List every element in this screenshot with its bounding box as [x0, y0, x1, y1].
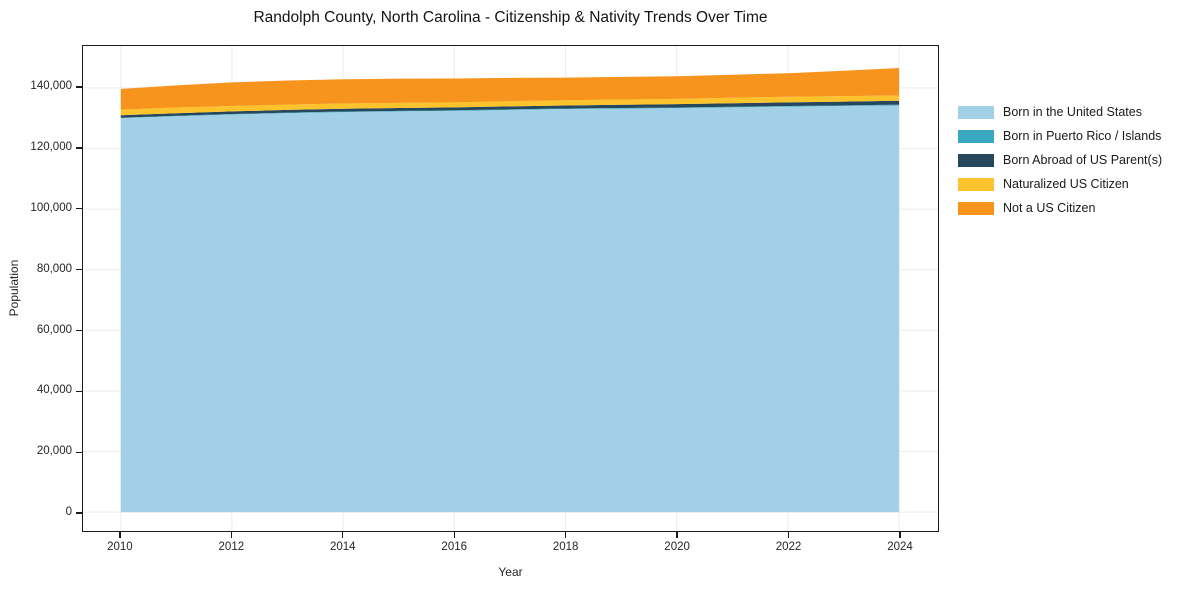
legend-swatch-icon [958, 105, 994, 119]
x-tick-mark [676, 532, 678, 538]
x-tick-label: 2014 [329, 541, 356, 553]
y-tick-mark [76, 147, 82, 149]
legend-item-3: Naturalized US Citizen [958, 172, 1162, 196]
legend-swatch-icon [958, 129, 994, 143]
legend-label: Not a US Citizen [1003, 201, 1096, 215]
x-tick-label: 2012 [218, 541, 245, 553]
y-tick-mark [76, 268, 82, 271]
y-tick-mark [76, 208, 82, 210]
legend-label: Born in the United States [1003, 105, 1142, 119]
x-tick-label: 2010 [107, 541, 133, 553]
y-tick-mark [76, 329, 82, 332]
x-tick-label: 2016 [441, 541, 468, 553]
legend-item-4: Not a US Citizen [958, 196, 1162, 220]
x-axis-label: Year [498, 565, 523, 579]
legend-swatch-icon [958, 153, 994, 167]
y-tick-label: 40,000 [36, 384, 72, 397]
x-tick-label: 2022 [775, 541, 802, 553]
y-tick-label: 80,000 [36, 262, 72, 275]
legend-label: Born Abroad of US Parent(s) [1003, 153, 1163, 167]
y-tick-mark [76, 512, 82, 514]
stacked-area-chart [83, 46, 938, 531]
y-tick-label: 60,000 [36, 323, 72, 336]
x-tick-mark [899, 532, 901, 538]
y-tick-label: 100,000 [30, 201, 72, 214]
y-tick-label: 20,000 [36, 445, 72, 458]
x-tick-label: 2020 [664, 541, 690, 553]
x-tick-mark [342, 532, 344, 538]
y-tick-label: 0 [65, 506, 72, 519]
x-tick-mark [230, 532, 233, 538]
legend-item-0: Born in the United States [958, 100, 1162, 124]
area-series-3 [120, 95, 900, 116]
legend-label: Naturalized US Citizen [1003, 177, 1129, 191]
area-series-1 [120, 104, 900, 119]
chart-title: Randolph County, North Carolina - Citize… [253, 9, 768, 26]
x-tick-label: 2024 [887, 541, 913, 553]
legend-swatch-icon [958, 201, 994, 215]
area-series-0 [120, 105, 900, 513]
area-series-2 [120, 100, 900, 118]
plot-area [82, 45, 939, 532]
y-tick-label: 140,000 [30, 80, 72, 92]
x-tick-mark [564, 532, 567, 538]
x-tick-label: 2018 [552, 541, 579, 553]
legend-swatch-icon [958, 177, 994, 191]
x-tick-mark [787, 532, 790, 538]
y-tick-label: 120,000 [30, 140, 72, 153]
y-tick-mark [76, 390, 82, 393]
y-tick-mark [76, 86, 82, 88]
legend-item-1: Born in Puerto Rico / Islands [958, 124, 1162, 148]
area-series-4 [120, 68, 900, 110]
y-tick-mark [76, 451, 82, 453]
x-tick-mark [453, 532, 455, 538]
legend: Born in the United States Born in Puerto … [958, 100, 1162, 220]
x-tick-mark [119, 532, 121, 538]
legend-label: Born in Puerto Rico / Islands [1003, 129, 1162, 143]
legend-item-2: Born Abroad of US Parent(s) [958, 148, 1162, 172]
